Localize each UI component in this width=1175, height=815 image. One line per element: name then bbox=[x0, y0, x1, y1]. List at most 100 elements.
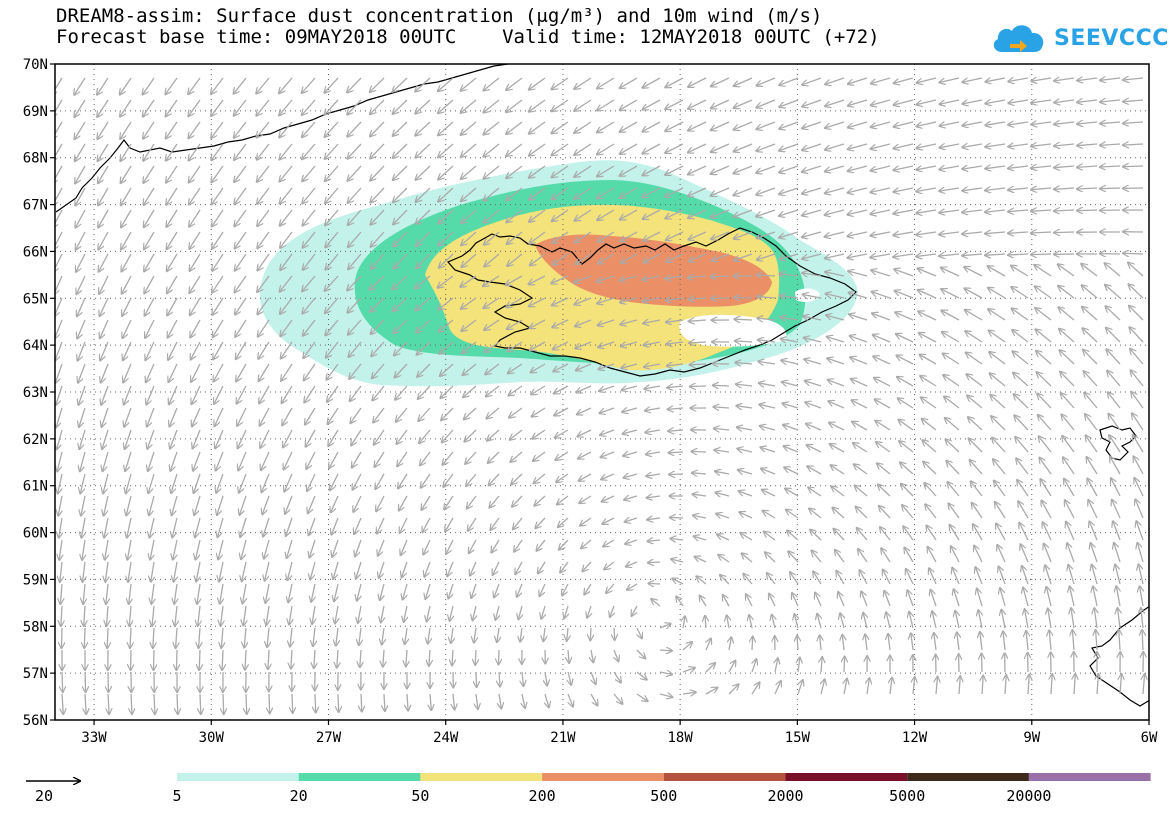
wind-arrow bbox=[917, 99, 937, 105]
wind-arrow bbox=[788, 551, 799, 563]
wind-arrow bbox=[950, 525, 960, 541]
wind-arrow bbox=[1036, 329, 1052, 343]
wind-arrow bbox=[430, 693, 431, 710]
wind-arrow bbox=[1118, 608, 1121, 629]
wind-arrow bbox=[728, 684, 739, 695]
wind-arrow bbox=[813, 572, 822, 585]
wind-arrow bbox=[168, 319, 178, 338]
wind-arrow bbox=[888, 634, 890, 651]
wind-arrow bbox=[1001, 610, 1005, 629]
wind-arrow bbox=[304, 363, 316, 380]
wind-arrow bbox=[122, 275, 132, 294]
wind-arrow bbox=[530, 319, 546, 328]
wind-arrow bbox=[443, 473, 454, 487]
wind-arrow bbox=[1107, 371, 1121, 387]
wind-arrow bbox=[55, 121, 63, 139]
wind-arrow bbox=[529, 165, 546, 178]
wind-arrow bbox=[235, 231, 247, 249]
wind-arrow bbox=[347, 275, 362, 290]
wind-arrow bbox=[582, 561, 592, 571]
wind-arrow bbox=[705, 663, 715, 673]
wind-arrow bbox=[597, 297, 615, 304]
wind-arrow bbox=[946, 439, 960, 453]
wind-arrow bbox=[959, 676, 960, 695]
wind-arrow bbox=[166, 143, 178, 161]
wind-arrow bbox=[149, 495, 155, 515]
wind-arrow bbox=[393, 165, 408, 180]
wind-arrow bbox=[817, 614, 821, 629]
wind-arrow bbox=[416, 209, 431, 224]
wind-arrow bbox=[579, 495, 592, 503]
wind-arrow bbox=[439, 341, 454, 354]
concentration-legend: 5 20 50 200 500 2000 5000 20000 bbox=[172, 773, 1151, 805]
wind-arrow bbox=[216, 451, 224, 471]
wind-arrow bbox=[671, 559, 684, 562]
wind-arrow bbox=[552, 121, 569, 133]
wind-arrow bbox=[476, 671, 477, 687]
wind-arrow bbox=[221, 605, 224, 626]
wind-arrow bbox=[895, 291, 914, 299]
wind-arrow bbox=[121, 253, 132, 272]
wind-arrow bbox=[597, 99, 615, 111]
wind-arrow bbox=[848, 99, 868, 106]
wind-arrow bbox=[669, 474, 684, 475]
wind-arrow bbox=[894, 143, 914, 149]
wind-arrow bbox=[393, 187, 408, 202]
wind-arrow bbox=[943, 375, 960, 387]
wind-arrow bbox=[104, 517, 108, 538]
wind-arrow bbox=[469, 539, 477, 553]
wind-arrow bbox=[169, 385, 178, 404]
wind-arrow bbox=[734, 231, 753, 239]
wind-arrow bbox=[234, 165, 247, 182]
wind-arrow bbox=[917, 77, 937, 83]
wind-arrow bbox=[530, 253, 546, 265]
wind-arrow bbox=[576, 385, 592, 392]
wind-arrow bbox=[223, 693, 224, 714]
wind-arrow bbox=[236, 341, 247, 359]
wind-arrow bbox=[440, 363, 454, 376]
wind-arrow bbox=[242, 561, 247, 581]
wind-arrow bbox=[257, 121, 270, 138]
wind-arrow bbox=[493, 561, 500, 575]
wind-arrow bbox=[779, 165, 799, 173]
wind-arrow bbox=[665, 298, 684, 301]
wind-arrow bbox=[166, 209, 178, 227]
wind-arrow bbox=[280, 319, 293, 336]
wind-arrow bbox=[256, 99, 270, 116]
wind-arrow bbox=[143, 77, 155, 95]
wind-arrow bbox=[848, 77, 868, 84]
wind-arrow bbox=[627, 583, 638, 590]
wind-arrow bbox=[802, 231, 822, 237]
wind-arrow bbox=[126, 473, 132, 493]
wind-arrow bbox=[121, 231, 132, 249]
wind-arrow bbox=[101, 385, 109, 405]
lat-tick-label: 68N bbox=[23, 151, 48, 167]
wind-arrow bbox=[313, 627, 315, 646]
wind-arrow bbox=[55, 363, 63, 383]
wind-arrow bbox=[942, 332, 960, 343]
legend-label: 20 bbox=[290, 787, 308, 805]
wind-arrow bbox=[325, 209, 339, 225]
wind-arrow bbox=[688, 231, 707, 240]
wind-arrow bbox=[941, 311, 960, 321]
wind-arrow bbox=[85, 671, 86, 692]
wind-arrow bbox=[614, 649, 619, 661]
wind-arrow bbox=[464, 429, 477, 442]
wind-arrow bbox=[989, 352, 1006, 365]
wind-arrow bbox=[779, 143, 799, 151]
wind-arrow bbox=[170, 451, 178, 471]
wind-arrow bbox=[306, 429, 316, 447]
wind-arrow bbox=[334, 583, 338, 601]
wind-arrow bbox=[266, 605, 269, 625]
wind-arrow bbox=[143, 99, 155, 117]
wind-arrow bbox=[756, 165, 776, 173]
wind-arrow bbox=[98, 187, 109, 205]
wind-arrow bbox=[853, 443, 868, 453]
wind-arrow bbox=[234, 99, 247, 116]
wind-arrow bbox=[235, 297, 247, 315]
wind-arrow bbox=[918, 290, 937, 299]
wind-arrow bbox=[279, 99, 293, 115]
wind-arrow bbox=[1025, 609, 1028, 629]
wind-arrow bbox=[916, 232, 937, 235]
wind-arrow bbox=[893, 187, 914, 192]
